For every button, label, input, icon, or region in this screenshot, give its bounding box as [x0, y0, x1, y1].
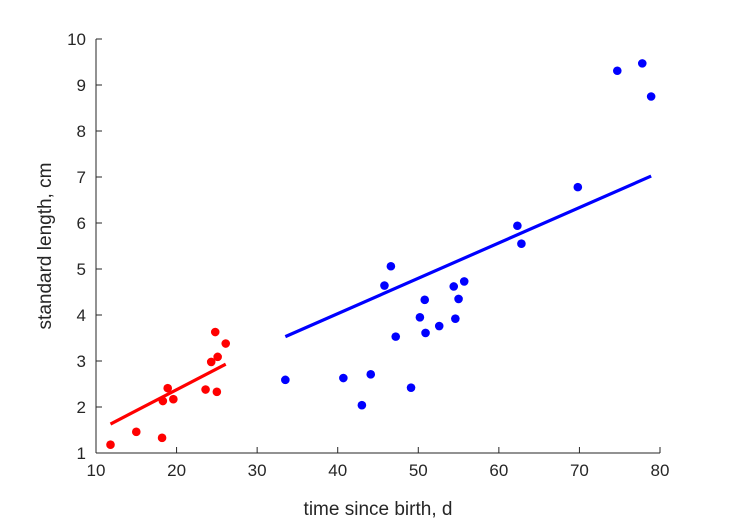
data-point: [513, 221, 522, 231]
data-point: [386, 261, 396, 271]
data-point: [357, 400, 367, 410]
data-point: [517, 239, 526, 248]
data-point: [221, 339, 231, 348]
x-tick-label: 60: [489, 461, 508, 480]
x-tick-label: 50: [409, 461, 428, 480]
x-tick-label: 70: [570, 461, 589, 480]
data-point: [646, 92, 656, 101]
data-point: [158, 396, 168, 406]
data-point: [573, 182, 583, 192]
y-tick-label: 10: [67, 30, 86, 49]
data-point: [339, 373, 348, 383]
data-point: [201, 385, 210, 394]
data-point: [451, 314, 460, 323]
data-point: [210, 327, 220, 337]
x-tick-label: 20: [167, 461, 186, 480]
x-axis-label: time since birth, d: [304, 499, 453, 520]
data-point: [169, 394, 178, 404]
data-point: [380, 281, 389, 290]
fit-line: [284, 174, 652, 339]
y-tick-label: 8: [77, 122, 86, 141]
x-tick-label: 10: [87, 461, 106, 480]
data-point: [420, 295, 430, 305]
data-point: [434, 321, 444, 331]
data-point: [213, 352, 222, 362]
series-0: [106, 327, 231, 450]
data-point: [212, 387, 222, 397]
series-1: [281, 59, 656, 410]
data-point: [459, 277, 469, 286]
data-point: [415, 313, 425, 322]
plot-area: [106, 59, 656, 450]
data-point: [406, 383, 416, 392]
y-tick-label: 1: [77, 444, 86, 463]
data-point: [421, 328, 430, 338]
data-point: [157, 433, 167, 443]
y-tick-label: 6: [77, 214, 86, 233]
x-tick-label: 30: [248, 461, 267, 480]
data-point: [366, 370, 376, 379]
y-tick-label: 2: [77, 398, 86, 417]
data-point: [281, 375, 290, 385]
y-tick-label: 3: [77, 352, 86, 371]
x-ticks: 10 20 30 40 50 60 70 80: [87, 447, 670, 480]
data-point: [106, 440, 115, 450]
data-point: [449, 282, 459, 291]
y-tick-label: 9: [77, 76, 86, 95]
x-tick-label: 40: [328, 461, 347, 480]
data-point: [163, 383, 173, 393]
data-point: [454, 294, 463, 304]
y-tick-label: 7: [77, 168, 86, 187]
y-axis-label: standard length, cm: [35, 163, 56, 330]
axes: 10 20 30 40 50 60 70 80 1 2 3 4 5 6 7 8 9 10: [67, 30, 669, 480]
y-tick-label: 5: [77, 260, 86, 279]
y-tick-label: 4: [77, 306, 86, 325]
x-tick-label: 80: [651, 461, 670, 480]
fit-line: [109, 362, 227, 426]
data-point: [206, 357, 216, 367]
data-point: [131, 427, 141, 437]
data-point: [637, 59, 647, 68]
y-ticks: 1 2 3 4 5 6 7 8 9 10: [67, 30, 102, 463]
data-point: [612, 66, 622, 76]
data-point: [391, 332, 401, 341]
